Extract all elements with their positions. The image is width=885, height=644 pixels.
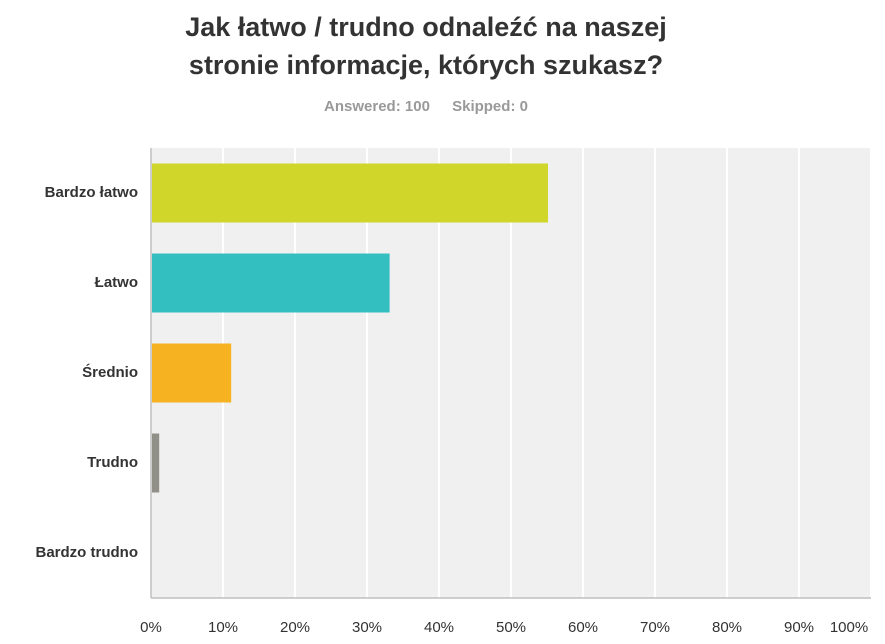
x-tick-label-4: 40%	[424, 619, 454, 636]
category-label-2: Średnio	[82, 363, 138, 381]
x-tick-label-9: 90%	[784, 619, 814, 636]
bar-3	[152, 433, 160, 493]
response-summary: Answered: 100 Skipped: 0	[0, 98, 852, 115]
category-label-0: Bardzo łatwo	[45, 184, 138, 201]
x-tick-label-5: 50%	[496, 619, 526, 636]
x-tick-label-7: 70%	[640, 619, 670, 636]
category-label-1: Łatwo	[95, 274, 138, 291]
x-tick-label-3: 30%	[352, 619, 382, 636]
x-tick-label-2: 20%	[280, 619, 310, 636]
chart-title-line-2: stronie informacje, których szukasz?	[188, 50, 664, 80]
answered-count: Answered: 100	[324, 98, 430, 115]
bar-0	[152, 163, 548, 223]
bar-2	[152, 343, 232, 403]
x-tick-label-6: 60%	[568, 619, 598, 636]
category-label-3: Trudno	[87, 454, 138, 471]
chart-title-line-1: Jak łatwo / trudno odnaleźć na naszej	[185, 12, 667, 42]
x-tick-label-1: 10%	[208, 619, 238, 636]
x-tick-label-8: 80%	[712, 619, 742, 636]
bar-1	[152, 253, 390, 313]
x-tick-label-0: 0%	[140, 619, 162, 636]
skipped-count: Skipped: 0	[452, 98, 528, 115]
chart-title: Jak łatwo / trudno odnaleźć na naszej st…	[0, 8, 852, 84]
x-tick-label-10: 100%	[830, 619, 868, 636]
category-label-4: Bardzo trudno	[36, 544, 139, 561]
